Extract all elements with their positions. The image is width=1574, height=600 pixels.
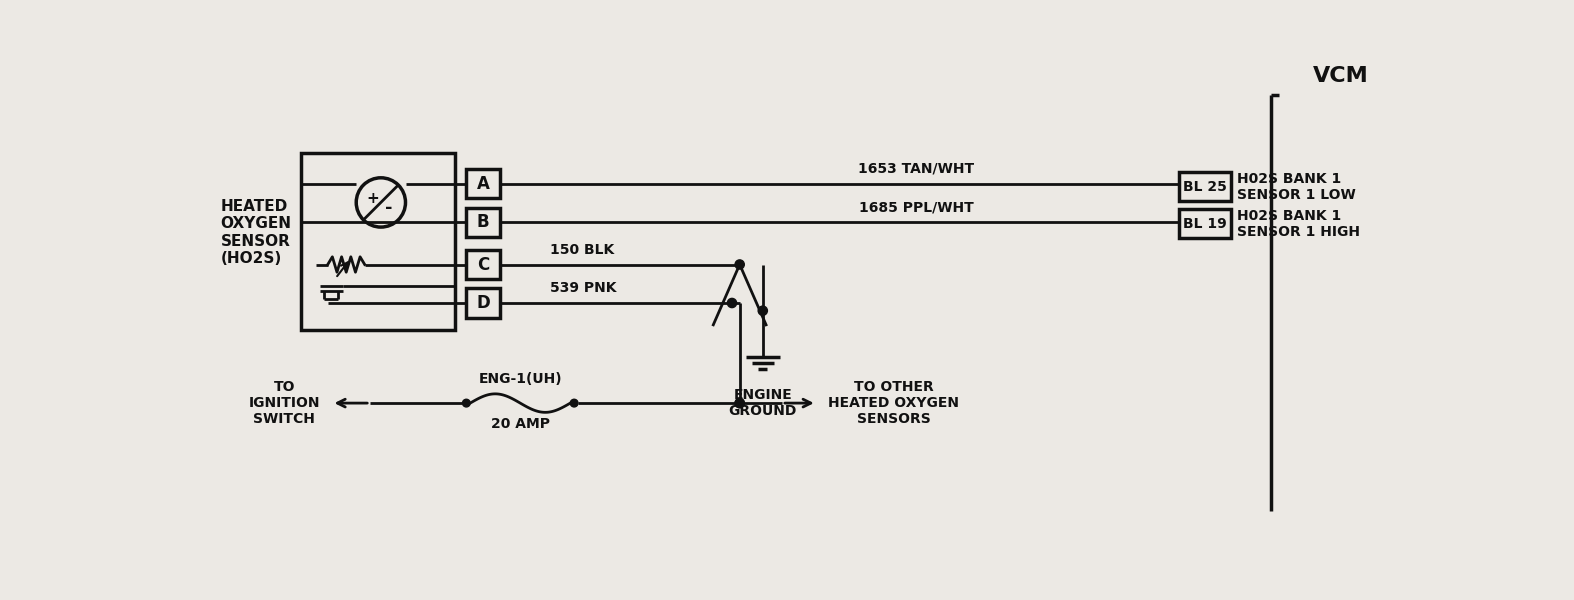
Text: A: A [477, 175, 490, 193]
Bar [466, 289, 501, 317]
Bar [1179, 209, 1231, 238]
Text: VCM: VCM [1313, 66, 1368, 86]
Text: ENG-1(UH): ENG-1(UH) [478, 372, 562, 386]
Text: ENGINE
GROUND: ENGINE GROUND [729, 388, 796, 418]
Circle shape [735, 260, 745, 269]
Text: H02S BANK 1
SENSOR 1 LOW: H02S BANK 1 SENSOR 1 LOW [1237, 172, 1355, 202]
Bar [466, 250, 501, 279]
Text: BL 19: BL 19 [1184, 217, 1226, 230]
Circle shape [759, 306, 768, 316]
Text: 1685 PPL/WHT: 1685 PPL/WHT [859, 200, 973, 214]
Text: +: + [367, 191, 379, 206]
Circle shape [570, 399, 578, 407]
Text: 1653 TAN/WHT: 1653 TAN/WHT [858, 162, 974, 176]
Bar [1179, 172, 1231, 202]
Text: C: C [477, 256, 490, 274]
Text: 539 PNK: 539 PNK [551, 281, 617, 295]
Bar [301, 153, 455, 330]
Text: 150 BLK: 150 BLK [551, 243, 614, 257]
Circle shape [735, 398, 745, 408]
Text: H02S BANK 1
SENSOR 1 HIGH: H02S BANK 1 SENSOR 1 HIGH [1237, 209, 1360, 239]
Circle shape [463, 399, 471, 407]
Text: -: - [384, 199, 392, 217]
Bar [466, 169, 501, 198]
Circle shape [727, 298, 737, 308]
Text: HEATED
OXYGEN
SENSOR
(HO2S): HEATED OXYGEN SENSOR (HO2S) [220, 199, 291, 266]
Text: BL 25: BL 25 [1182, 180, 1226, 194]
Text: 20 AMP: 20 AMP [491, 417, 549, 431]
Text: TO
IGNITION
SWITCH: TO IGNITION SWITCH [249, 380, 320, 426]
Text: B: B [477, 213, 490, 231]
Text: D: D [477, 294, 490, 312]
Text: TO OTHER
HEATED OXYGEN
SENSORS: TO OTHER HEATED OXYGEN SENSORS [828, 380, 959, 426]
Bar [466, 208, 501, 237]
Circle shape [735, 398, 745, 408]
